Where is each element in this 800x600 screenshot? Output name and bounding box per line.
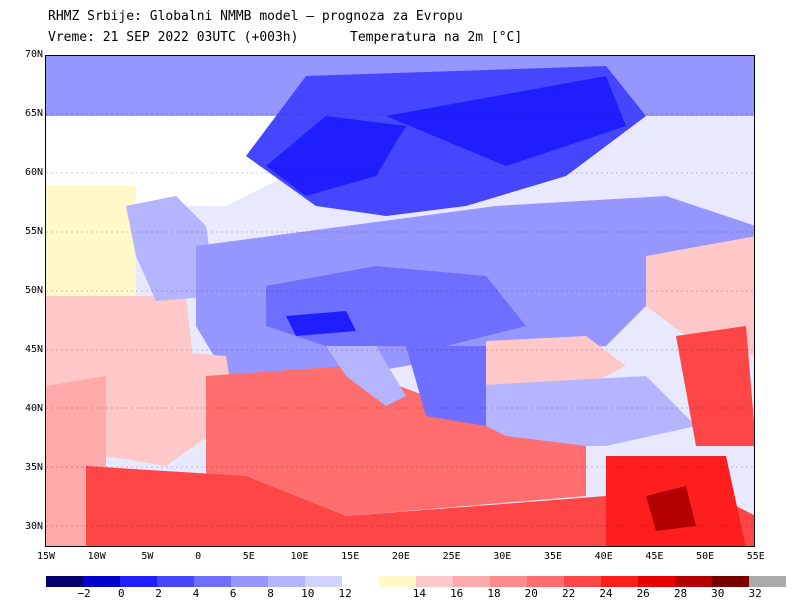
- latitude-label: 70N: [24, 49, 43, 60]
- latitude-label: 40N: [24, 403, 43, 414]
- temperature-map: [45, 55, 755, 547]
- colorbar-label: 18: [487, 587, 501, 600]
- colorbar-swatch: [638, 576, 675, 587]
- latitude-label: 45N: [24, 344, 43, 355]
- map-title: RHMZ Srbije: Globalni NMMB model — progn…: [48, 9, 463, 24]
- colorbar-swatch: [416, 576, 453, 587]
- colorbar-label: 2: [155, 587, 162, 600]
- latitude-label: 30N: [24, 521, 43, 532]
- north-atlantic-area: [46, 116, 306, 206]
- colorbar-swatch: [268, 576, 305, 587]
- caspian-region: [676, 326, 754, 446]
- longitude-label: 25E: [442, 551, 461, 562]
- south-russia-region: [646, 236, 754, 356]
- colorbar-label: 24: [599, 587, 613, 600]
- colorbar-label: 32: [748, 587, 762, 600]
- variable-label: Temperatura na 2m [°C]: [350, 30, 523, 45]
- latitude-label: 65N: [24, 108, 43, 119]
- colorbar-label: 4: [192, 587, 200, 600]
- colorbar-swatch: [675, 576, 712, 587]
- longitude-label: 20E: [391, 551, 410, 562]
- colorbar-swatch: [712, 576, 749, 587]
- colorbar-swatch: [83, 576, 120, 587]
- longitude-label: 45E: [645, 551, 664, 562]
- colorbar-swatch: [601, 576, 638, 587]
- colorbar-swatch: [379, 576, 416, 587]
- colorbar-label: 28: [673, 587, 688, 600]
- colorbar-label: 26: [636, 587, 650, 600]
- colorbar-label: 22: [561, 587, 576, 600]
- iberia-region: [106, 346, 236, 466]
- colorbar-label: 10: [301, 587, 315, 600]
- uk-region: [126, 196, 216, 301]
- turkey-region: [466, 376, 696, 446]
- colorbar-swatch: [749, 576, 786, 587]
- latitude-label: 55N: [24, 226, 43, 237]
- longitude-label: 35E: [543, 551, 563, 562]
- colorbar-swatch: [46, 576, 83, 587]
- colorbar-swatch: [453, 576, 490, 587]
- colorbar-swatch: [194, 576, 231, 587]
- graticule: [46, 113, 754, 527]
- longitude-label: 5E: [242, 551, 255, 562]
- alps-peak-area: [286, 311, 356, 336]
- latitude-label: 50N: [24, 285, 43, 296]
- mediterranean-sea: [206, 366, 586, 516]
- longitude-label: 15W: [36, 551, 56, 562]
- colorbar-swatch: [157, 576, 194, 587]
- forecast-time: Vreme: 21 SEP 2022 03UTC (+003h): [48, 30, 299, 45]
- colorbar-label: 14: [412, 587, 427, 600]
- colorbar-swatch: [305, 576, 342, 587]
- atlantic-warm-area: [46, 186, 136, 296]
- longitude-label: 50E: [696, 551, 715, 562]
- colorbar-label: 0: [117, 587, 125, 600]
- colorbar-label: 12: [338, 587, 352, 600]
- longitude-label: 40E: [594, 551, 613, 562]
- longitude-label: 30E: [493, 551, 512, 562]
- colorbar-swatch: [342, 576, 379, 587]
- longitude-label: 15E: [341, 551, 360, 562]
- colorbar-label: 20: [524, 587, 538, 600]
- norway-cold-area: [266, 116, 406, 196]
- longitude-label: 10W: [87, 551, 106, 562]
- colorbar: [46, 576, 786, 587]
- colorbar-swatch: [231, 576, 268, 587]
- colorbar-label: 30: [711, 587, 725, 600]
- colorbar-label: −2: [77, 587, 91, 600]
- colorbar-swatch: [564, 576, 601, 587]
- longitude-label: 10E: [290, 551, 309, 562]
- colorbar-label: 6: [229, 587, 237, 600]
- mesopotamia-hot-area: [646, 486, 696, 531]
- balkans-region: [406, 346, 486, 426]
- longitude-label: 0: [195, 551, 202, 562]
- colorbar-label: 8: [267, 587, 274, 600]
- colorbar-swatch: [527, 576, 564, 587]
- italy-region: [326, 346, 406, 406]
- longitude-label: 5W: [141, 551, 154, 562]
- colorbar-label: 16: [450, 587, 464, 600]
- colorbar-swatch: [490, 576, 527, 587]
- longitude-label: 55E: [746, 551, 765, 562]
- latitude-label: 60N: [24, 167, 43, 178]
- latitude-label: 35N: [24, 462, 43, 473]
- lapland-cold-area: [386, 76, 626, 166]
- colorbar-swatch: [120, 576, 157, 587]
